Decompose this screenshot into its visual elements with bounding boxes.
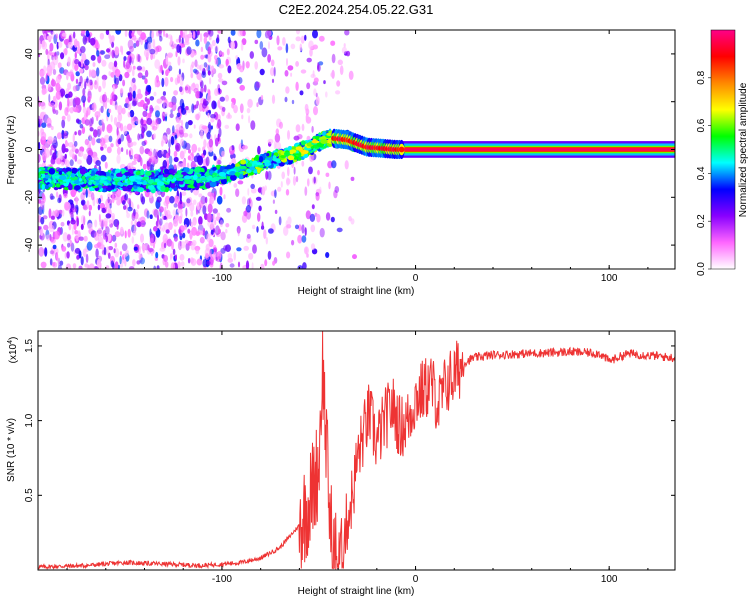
spectrogram-ticks: -100 0 100 -40 -20 0 20 40 [24, 30, 675, 284]
snr-ylabel: SNR (10 * v/v) [6, 418, 17, 482]
snr-ticks: -100 0 100 0.5 1.0 1.5 [24, 331, 675, 585]
colorbar: 0.0 0.2 0.4 0.6 0.8 Normalized spectral ampl… [696, 29, 749, 276]
colorbar-ticks: 0.0 0.2 0.4 0.6 0.8 [696, 70, 711, 276]
spectrogram-ylabel: Frequency (Hz) [6, 116, 17, 185]
figure-title: C2E2.2024.254.05.22.G31 [279, 2, 434, 17]
colorbar-label: Normalized spectral amplitude [738, 82, 749, 217]
spectrogram-panel: -100 0 100 -40 -20 0 20 40 Height of straight l… [6, 29, 676, 297]
svg-text:(x104): (x104) [7, 337, 19, 364]
snr-scale-exponent: 4 [7, 340, 14, 344]
snr-line [38, 331, 675, 570]
y-tick-label: 40 [24, 48, 35, 60]
snr-xlabel: Height of straight line (km) [298, 586, 415, 597]
y-tick-label: -40 [24, 237, 35, 252]
snr-frame [37, 330, 676, 571]
colorbar-tick-label: 0.4 [696, 166, 707, 180]
snr-panel: -100 0 100 0.5 1.0 1.5 Height of straight lin… [6, 330, 676, 597]
y-tick-label: 1.5 [24, 339, 35, 353]
y-tick-label: 0.5 [24, 488, 35, 502]
x-tick-label: 100 [601, 574, 618, 585]
x-tick-label: -100 [212, 273, 232, 284]
y-tick-label: 0 [24, 146, 35, 152]
colorbar-gradient [710, 29, 736, 270]
colorbar-tick-label: 0.2 [696, 214, 707, 228]
y-tick-label: -20 [24, 190, 35, 205]
spectrogram-xlabel: Height of straight line (km) [298, 286, 415, 297]
snr-scale-base: (x10 [8, 343, 19, 363]
snr-scale-label: (x104) [7, 337, 19, 364]
x-tick-label: -100 [212, 574, 232, 585]
spectrogram-heatmap [38, 30, 675, 269]
y-tick-label: 1.0 [24, 413, 35, 427]
x-tick-label: 0 [413, 574, 419, 585]
x-tick-label: 0 [413, 273, 419, 284]
y-tick-label: 20 [24, 96, 35, 108]
x-tick-label: 100 [601, 273, 618, 284]
colorbar-tick-label: 0.0 [696, 262, 707, 276]
colorbar-tick-label: 0.8 [696, 70, 707, 84]
colorbar-tick-label: 0.6 [696, 118, 707, 132]
